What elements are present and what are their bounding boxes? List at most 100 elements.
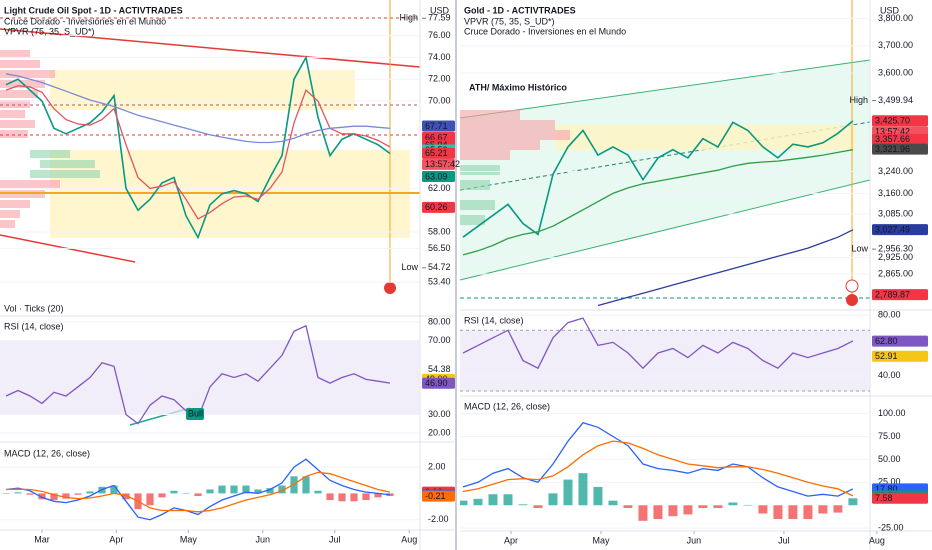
pane-title: MACD (12, 26, close) (464, 401, 550, 411)
price-badge-label: 62.80 (875, 336, 898, 346)
indicator-name: Cruce Dorado - Inversiones en el Mundo (464, 26, 626, 36)
series-line (5, 471, 391, 513)
series-line (462, 149, 854, 256)
price-badge (872, 224, 928, 236)
y-tick-label: 20.00 (428, 427, 451, 437)
histogram-bar (460, 500, 468, 506)
histogram-bar (518, 504, 528, 506)
x-tick-label: Jul (329, 534, 341, 544)
histogram-bar (833, 505, 843, 513)
price-badge (422, 147, 455, 159)
price-badge-label: 46.90 (425, 378, 448, 388)
histogram-bar (266, 488, 274, 494)
channel-fill (460, 60, 870, 280)
chart-title: Gold - 1D - ACTIVTRADES (464, 5, 576, 15)
price-badge (872, 289, 928, 301)
x-tick-label: Jul (778, 535, 790, 545)
event-icon (384, 282, 396, 294)
histogram-bar (254, 489, 262, 494)
price-badge-label: 52.91 (875, 351, 898, 361)
price-badge-label: 7.58 (875, 493, 893, 503)
y-tick-label: 3,240.00 (878, 166, 913, 176)
y-tick-label: 70.00 (428, 335, 451, 345)
histogram-bar (362, 493, 370, 500)
histogram-bar (698, 505, 708, 508)
y-tick-label: 30.00 (428, 409, 451, 419)
y-tick-label: 54.38 (428, 364, 451, 374)
y-tick-label: -25.00 (878, 523, 904, 533)
histogram-bar (26, 493, 34, 495)
series-line (462, 317, 854, 370)
histogram-bar (62, 493, 70, 499)
histogram-bar (563, 479, 573, 506)
y-tick-label: 2,925.00 (878, 252, 913, 262)
event-icon (846, 294, 858, 306)
histogram-bar (488, 494, 498, 506)
histogram-bar (326, 493, 334, 500)
histogram-bar (578, 473, 588, 506)
series-line (462, 120, 854, 238)
countdown-badge (422, 158, 455, 170)
price-badge-label: 66.67 (425, 132, 448, 142)
histogram-bar (653, 505, 663, 519)
event-icon (845, 279, 859, 293)
channel-line (459, 179, 871, 281)
volume-profile (460, 165, 500, 225)
histogram-bar (206, 489, 214, 494)
histogram-bar (314, 490, 322, 494)
price-badge (872, 143, 928, 155)
countdown-label: 13:57:42 (425, 159, 460, 169)
histogram-bar (86, 491, 94, 494)
histogram-bar (818, 505, 828, 514)
x-tick-label: Mar (34, 534, 50, 544)
series-line (5, 458, 391, 521)
y-tick-label: 80.00 (428, 316, 451, 326)
y-tick-label: 74.00 (428, 52, 451, 62)
price-badge (872, 350, 928, 362)
annotation-value: 77.59 (428, 13, 451, 23)
x-tick-label: Aug (869, 535, 885, 545)
price-badge (422, 490, 455, 502)
annotation-value: 2,956.30 (878, 243, 913, 253)
histogram-bar (608, 500, 618, 506)
price-badge-label: -0.21 (425, 491, 446, 501)
histogram-bar (278, 485, 286, 494)
histogram-bar (374, 493, 382, 498)
indicator-name: VPVR (75, 35, S_UD*) (464, 16, 555, 26)
price-badge-label: 60.26 (425, 202, 448, 212)
histogram-bar (848, 498, 858, 506)
price-badge (872, 133, 928, 145)
price-badge (422, 201, 455, 213)
histogram-bar (38, 493, 46, 500)
volume-profile (30, 150, 100, 178)
x-tick-label: Aug (401, 534, 417, 544)
price-badge (872, 115, 928, 127)
series-line (597, 229, 854, 307)
x-tick-label: Jun (687, 535, 702, 545)
histogram-bar (803, 505, 813, 519)
annotation-value: 3,499.94 (878, 95, 913, 105)
y-tick-label: 56.50 (428, 243, 451, 253)
y-tick-label: 25.00 (878, 477, 901, 487)
currency-label: USD (430, 5, 450, 15)
histogram-bar (158, 493, 166, 498)
indicator-name: VPVR (75, 35, S_UD*) (4, 26, 95, 36)
histogram-bar (683, 505, 693, 515)
series-line (5, 55, 391, 240)
y-tick-label: 50.00 (878, 454, 901, 464)
histogram-bar (242, 485, 250, 494)
y-tick-label: 2,865.00 (878, 268, 913, 278)
y-tick-label: 3,600.00 (878, 67, 913, 77)
x-tick-label: May (592, 535, 610, 545)
x-tick-label: Apr (109, 534, 123, 544)
price-badge (872, 335, 928, 347)
pane-title: Vol · Ticks (20) (4, 303, 64, 313)
y-tick-label: 3,160.00 (878, 188, 913, 198)
countdown-label: 13:57:42 (875, 127, 910, 137)
histogram-bar (473, 498, 483, 506)
y-tick-label: 80.00 (878, 309, 901, 319)
x-tick-label: May (180, 534, 198, 544)
pane-title: RSI (14, close) (464, 315, 524, 325)
